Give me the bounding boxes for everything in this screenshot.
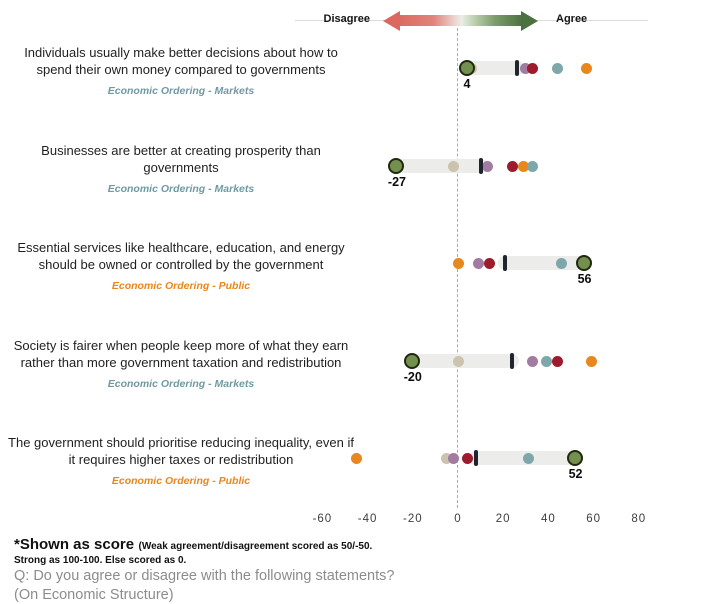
dot-teal — [527, 160, 539, 172]
statement-block: The government should prioritise reducin… — [5, 435, 357, 487]
axis-tick-label: -60 — [312, 513, 333, 525]
category-label: Economic Ordering - Public — [111, 474, 251, 487]
agree-arrowhead-icon — [521, 10, 538, 31]
axis-tick-label: 40 — [540, 513, 556, 525]
dot-dark_red — [506, 160, 518, 172]
dot-teal — [522, 452, 534, 464]
dot-purple — [527, 355, 539, 367]
dot-purple — [520, 62, 532, 74]
statement-text: Businesses are better at creating prospe… — [41, 143, 321, 175]
dot-dark_red — [484, 257, 496, 269]
dot-orange — [350, 452, 362, 464]
highlight-dot — [388, 157, 405, 174]
axis-tick-label: 20 — [495, 513, 511, 525]
survey-question-line2: (On Economic Structure) — [14, 586, 174, 603]
category-label: Economic Ordering - Markets — [107, 182, 255, 195]
axis-tick-label: 0 — [454, 513, 462, 525]
gap-bar — [389, 159, 488, 173]
survey-question: Q: Do you agree or disagree with the fol… — [14, 567, 614, 604]
dot-dark_red — [461, 452, 473, 464]
statement-text: Essential services like healthcare, educ… — [17, 240, 345, 272]
score-label: 56 — [577, 272, 592, 286]
dot-teal — [551, 62, 563, 74]
reference-tick — [514, 60, 519, 76]
dot-tan — [441, 452, 453, 464]
axis-tick-label: 60 — [586, 513, 601, 525]
dot-purple — [481, 160, 493, 172]
footnote-note-line1: (Weak agreement/disagreement scored as 5… — [138, 541, 373, 552]
gap-bar — [498, 256, 592, 270]
highlight-dot — [567, 449, 584, 466]
category-label: Economic Ordering - Public — [111, 279, 251, 292]
dot-dark_red — [551, 355, 563, 367]
reference-tick — [510, 353, 515, 369]
footnote-title: *Shown as score — [14, 536, 135, 553]
category-label: Economic Ordering - Markets — [107, 377, 255, 390]
footnote-note-line2: Strong as 100-100. Else scored as 0. — [14, 555, 187, 566]
footnote: *Shown as score (Weak agreement/disagree… — [14, 536, 654, 566]
dot-orange — [581, 62, 593, 74]
axis-tick-label: -40 — [357, 513, 378, 525]
category-label: Economic Ordering - Markets — [107, 84, 255, 97]
score-label: -20 — [403, 370, 422, 384]
score-label: 52 — [568, 467, 583, 481]
axis-tick-label: -20 — [402, 513, 423, 525]
reference-tick — [478, 158, 483, 174]
dot-teal — [540, 355, 552, 367]
statement-block: Society is fairer when people keep more … — [5, 338, 357, 390]
dot-purple — [447, 452, 459, 464]
statement-text: The government should prioritise reducin… — [8, 435, 354, 467]
statement-block: Individuals usually make better decision… — [5, 45, 357, 97]
dot-purple — [472, 257, 484, 269]
dot-dark_red — [527, 62, 539, 74]
axis-tick-label: 80 — [631, 513, 647, 525]
gradient-arrow — [399, 15, 522, 26]
dot-tan — [452, 355, 464, 367]
highlight-dot — [404, 352, 421, 369]
dot-teal — [556, 257, 568, 269]
statement-block: Essential services like healthcare, educ… — [5, 240, 357, 292]
statement-block: Businesses are better at creating prospe… — [5, 143, 357, 195]
dot-orange — [585, 355, 597, 367]
statement-text: Individuals usually make better decision… — [24, 45, 338, 77]
reference-tick — [503, 255, 508, 271]
disagree-arrowhead-icon — [383, 10, 400, 31]
reference-tick — [474, 450, 479, 466]
legend-agree-label: Agree — [556, 13, 588, 25]
dot-tan — [447, 160, 459, 172]
survey-question-line1: Q: Do you agree or disagree with the fol… — [14, 568, 395, 584]
legend-disagree-label: Disagree — [323, 13, 370, 25]
statement-text: Society is fairer when people keep more … — [13, 338, 349, 370]
highlight-dot — [576, 254, 593, 271]
dot-orange — [518, 160, 530, 172]
dot-orange — [452, 257, 464, 269]
score-label: 4 — [463, 77, 471, 91]
score-label: -27 — [387, 175, 406, 189]
highlight-dot — [458, 59, 475, 76]
